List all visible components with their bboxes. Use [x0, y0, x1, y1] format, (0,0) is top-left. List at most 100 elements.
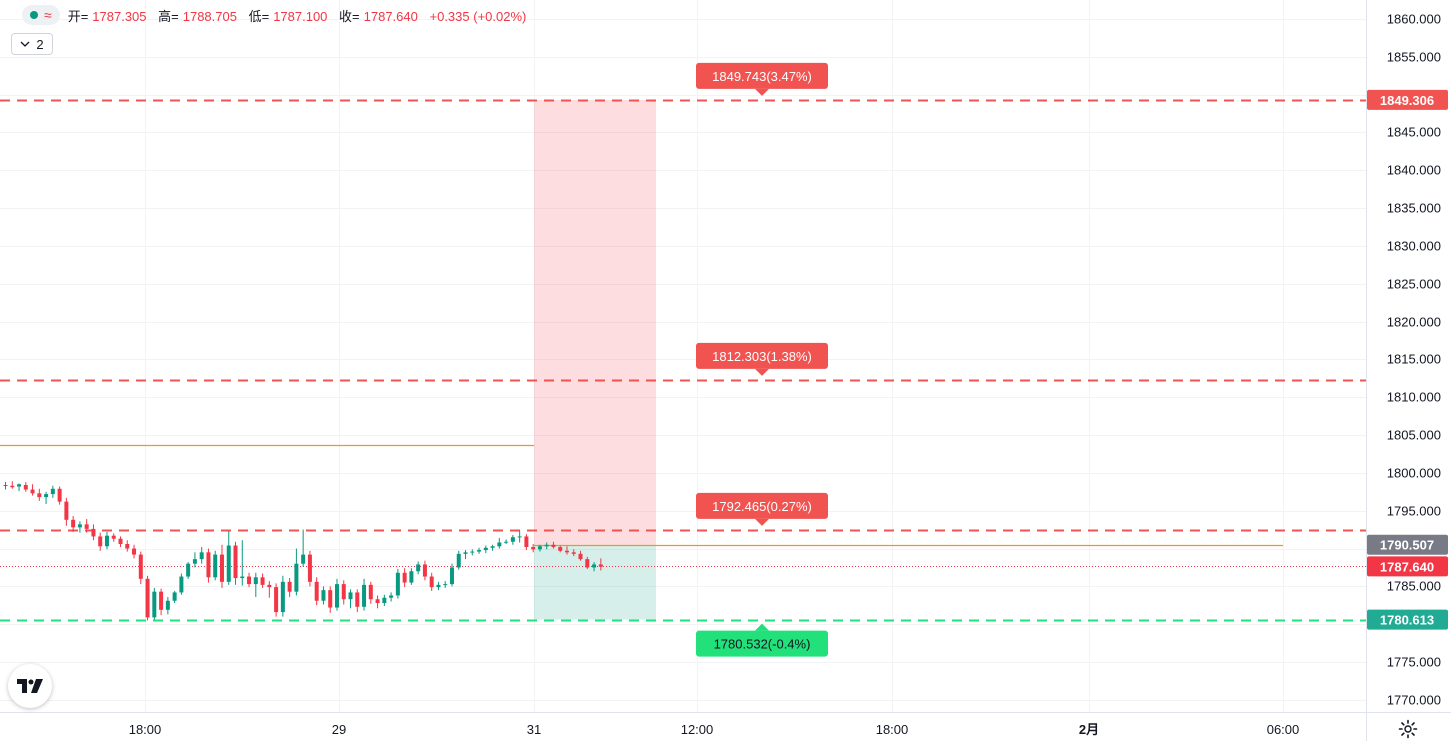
candle-body — [71, 519, 76, 528]
candle-body — [456, 553, 461, 568]
x-tick-label: 29 — [332, 722, 346, 737]
candle-body — [362, 584, 367, 607]
candle-body — [558, 547, 563, 551]
indicators-collapse-button[interactable]: 2 — [11, 33, 53, 55]
candle-body — [598, 564, 603, 567]
candle-body — [50, 488, 55, 495]
candle-body — [517, 536, 522, 538]
candle-body — [578, 553, 583, 560]
x-tick-label: 2月 — [1079, 722, 1099, 737]
level-label-pointer — [755, 368, 769, 376]
candle-body — [504, 541, 509, 543]
level-lines[interactable] — [0, 99, 1366, 622]
open-label: 开= — [67, 8, 89, 24]
candle-body — [98, 536, 103, 547]
candle-body — [77, 524, 82, 528]
price-badge-text: 1780.613 — [1380, 613, 1434, 628]
y-tick-label: 1775.000 — [1387, 655, 1441, 670]
candle-body — [341, 584, 346, 600]
candle-body — [348, 592, 353, 600]
candle-body — [111, 535, 116, 539]
candle-body — [334, 584, 339, 608]
candle-body — [287, 581, 292, 592]
candle-body — [402, 572, 407, 583]
candle-body — [247, 576, 252, 585]
close-label: 收= — [339, 8, 360, 24]
open-value: 1787.305 — [92, 8, 147, 24]
y-tick-label: 1805.000 — [1387, 428, 1441, 443]
candle-body — [267, 584, 272, 588]
candle-body — [443, 584, 448, 586]
candle-body — [186, 563, 191, 577]
x-tick-label: 18:00 — [129, 722, 162, 737]
candle-body — [368, 584, 373, 600]
high-value: 1788.705 — [182, 8, 237, 24]
symbol-status-pill[interactable]: ≈ — [22, 5, 60, 25]
candle-body — [260, 577, 265, 585]
candle-body — [531, 547, 536, 550]
y-tick-label: 1830.000 — [1387, 239, 1441, 254]
y-tick-label: 1855.000 — [1387, 50, 1441, 65]
level-label-text: 1780.532(-0.4%) — [714, 637, 811, 652]
price-badge[interactable] — [1367, 556, 1448, 577]
level-label-box[interactable] — [696, 342, 828, 369]
candle-body — [23, 485, 28, 490]
level-label-box[interactable] — [696, 492, 828, 519]
candle-body — [429, 576, 434, 588]
candle-body — [477, 550, 482, 552]
price-badge[interactable] — [1367, 89, 1448, 110]
candle-body — [44, 494, 49, 498]
candle-body — [192, 559, 197, 564]
candle-body — [145, 578, 150, 618]
low-label: 低= — [248, 8, 270, 24]
level-labels[interactable]: 1849.743(3.47%) 1812.303(1.38%) 1792.465(0… — [696, 62, 828, 657]
level-label-box[interactable] — [696, 62, 828, 89]
candle-body — [395, 572, 400, 596]
candle-body — [118, 538, 123, 545]
gear-icon — [1398, 719, 1418, 739]
candle-body — [564, 550, 569, 553]
candle-body — [179, 576, 184, 593]
candle-body — [483, 547, 488, 551]
candle-body — [213, 554, 218, 578]
candle-body — [165, 600, 170, 610]
candle-body — [307, 554, 312, 582]
candle-body — [321, 590, 326, 601]
price-badge[interactable] — [1367, 534, 1448, 555]
candle-body — [84, 524, 89, 529]
candle-body — [409, 571, 414, 583]
price-badge[interactable] — [1367, 609, 1448, 630]
candle-body — [104, 535, 109, 547]
position-target-zone[interactable] — [534, 99, 656, 545]
level-label-pointer — [755, 623, 769, 631]
grid — [0, 0, 1366, 712]
candle-body — [240, 576, 245, 579]
candle-body — [537, 546, 542, 550]
candle-body — [490, 546, 495, 548]
tradingview-logo[interactable] — [8, 664, 52, 708]
candle-body — [571, 552, 576, 554]
candle-body — [382, 597, 387, 604]
position-stop-zone[interactable] — [534, 544, 656, 620]
candle-body — [294, 563, 299, 592]
candle-body — [17, 484, 22, 487]
market-open-dot-icon — [30, 11, 38, 19]
candle-body — [544, 544, 549, 547]
settings-gear-button[interactable] — [1397, 718, 1419, 740]
chevron-down-icon — [20, 41, 30, 47]
level-label-box[interactable] — [696, 630, 828, 657]
price-badge-text: 1849.306 — [1380, 93, 1434, 108]
candle-body — [301, 554, 306, 564]
ohlc-values: 开= 1787.305 高= 1788.705 低= 1787.100 收= 1787.… — [68, 6, 531, 25]
y-tick-label: 1845.000 — [1387, 125, 1441, 140]
candle-body — [199, 552, 204, 560]
candle-body — [3, 485, 8, 487]
y-tick-label: 1820.000 — [1387, 315, 1441, 330]
position-tool[interactable] — [534, 99, 656, 620]
candle-body — [389, 595, 394, 598]
x-tick-label: 06:00 — [1267, 722, 1300, 737]
candle-body — [436, 584, 441, 588]
level-label-pointer — [755, 518, 769, 526]
